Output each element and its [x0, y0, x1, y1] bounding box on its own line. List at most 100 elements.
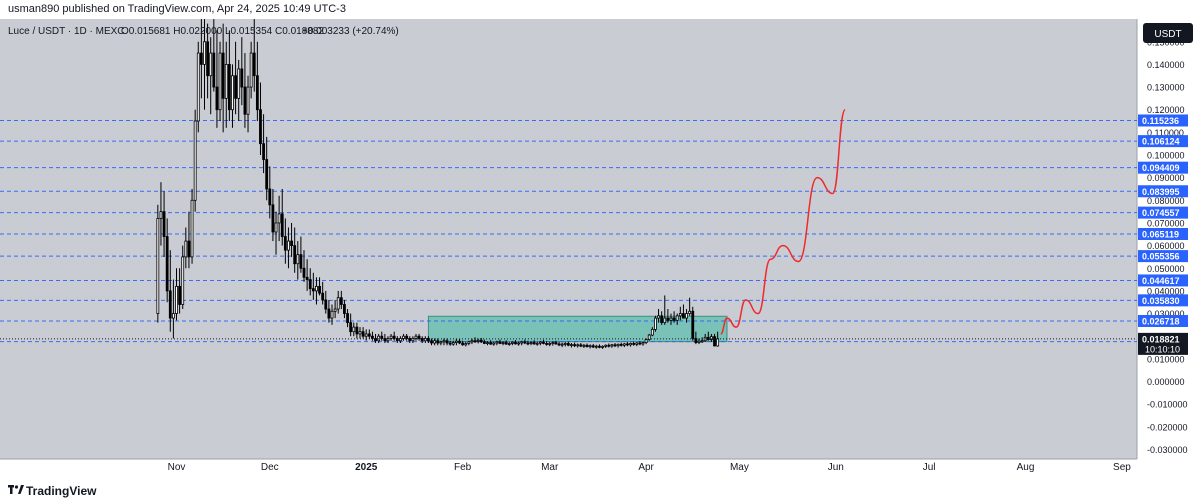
candle-body — [551, 342, 555, 344]
candle-body — [610, 344, 614, 347]
candle — [538, 340, 542, 346]
candle-body — [510, 341, 514, 344]
candle-body — [498, 341, 502, 344]
candle — [333, 299, 337, 319]
candle-body — [716, 338, 720, 347]
candle — [622, 342, 626, 348]
candle — [352, 322, 356, 337]
candle — [688, 297, 692, 316]
candle — [495, 340, 499, 346]
candle — [171, 279, 175, 339]
candle-body — [601, 345, 604, 348]
candle-body — [501, 342, 505, 344]
candle — [470, 338, 474, 345]
level-price-tag-label: 0.035830 — [1142, 296, 1180, 306]
candle — [417, 333, 421, 341]
candle — [221, 23, 225, 133]
candle-body — [486, 342, 489, 344]
candle-body — [324, 299, 328, 310]
tradingview-brand[interactable]: TradingView — [26, 484, 97, 498]
accumulation-zone[interactable] — [427, 315, 728, 343]
candle-body — [529, 342, 533, 344]
price-tick-label: 0.060000 — [1147, 241, 1185, 251]
candle-body — [311, 288, 315, 292]
candle-body — [685, 313, 688, 319]
candle — [461, 340, 465, 346]
level-price-tag-label: 0.074557 — [1142, 208, 1180, 218]
candle-body — [470, 340, 474, 343]
level-price-tag[interactable]: 0.065119 — [1138, 228, 1188, 241]
price-tick-label: 0.040000 — [1147, 286, 1185, 296]
candle-body — [650, 329, 654, 336]
candle-body — [579, 344, 583, 347]
level-price-tag[interactable]: 0.083995 — [1138, 185, 1188, 198]
projection-path[interactable] — [720, 108, 846, 335]
candle-body — [414, 335, 418, 339]
candle-body — [495, 341, 499, 344]
level-price-tag[interactable]: 0.115236 — [1138, 114, 1188, 127]
candle — [610, 343, 614, 348]
candle — [199, 19, 203, 99]
candle — [504, 340, 508, 345]
candle-body — [181, 256, 185, 305]
candle — [507, 341, 511, 346]
candle-body — [557, 343, 561, 346]
level-price-tag[interactable]: 0.106124 — [1138, 135, 1188, 148]
candle — [632, 341, 636, 346]
level-price-tag-bg — [1138, 135, 1188, 148]
tradingview-logo-icon[interactable] — [8, 484, 24, 496]
candle — [700, 337, 704, 343]
candle — [626, 342, 629, 347]
candle — [641, 341, 645, 346]
candle — [638, 341, 642, 346]
candle — [604, 344, 608, 348]
currency-button[interactable] — [1143, 23, 1193, 43]
candle — [178, 268, 182, 314]
candle — [570, 342, 573, 348]
candle-body — [476, 339, 480, 342]
candle-body — [417, 335, 421, 339]
candle-body — [570, 344, 573, 346]
candle — [395, 336, 399, 343]
level-price-tag[interactable]: 0.044617 — [1138, 274, 1188, 287]
level-price-tag[interactable]: 0.055356 — [1138, 250, 1188, 263]
candle — [535, 341, 539, 346]
legend-symbol[interactable]: Luce / USDT · 1D · MEXC — [8, 26, 125, 37]
level-price-tag[interactable]: 0.074557 — [1138, 206, 1188, 219]
candle-body — [215, 86, 219, 111]
candle — [305, 259, 309, 291]
candle-body — [268, 188, 272, 206]
candle-body — [576, 344, 580, 347]
candle-body — [489, 342, 493, 345]
candle-body — [520, 341, 524, 344]
candle — [227, 30, 231, 122]
time-tick-label: Apr — [638, 462, 654, 473]
candle — [629, 342, 632, 347]
candle-body — [249, 52, 253, 88]
candle — [613, 342, 617, 348]
candle-body — [632, 343, 636, 345]
candle — [510, 341, 514, 346]
candle — [296, 241, 300, 280]
level-price-tag[interactable]: 0.035830 — [1138, 294, 1188, 307]
candle — [467, 340, 471, 346]
candle — [203, 19, 206, 110]
current-price-tag[interactable] — [1138, 332, 1188, 355]
candle-body — [545, 343, 548, 345]
candle-body — [451, 342, 455, 345]
candle — [532, 340, 536, 345]
candle — [252, 19, 256, 92]
candle-body — [538, 341, 542, 344]
candle-body — [439, 341, 443, 344]
candle — [405, 333, 409, 341]
candle — [277, 195, 281, 242]
candle-body — [641, 342, 645, 345]
level-price-tag-bg — [1138, 161, 1188, 174]
level-price-tag[interactable]: 0.094409 — [1138, 161, 1188, 174]
candle-body — [399, 338, 402, 342]
candle-body — [691, 310, 695, 339]
level-price-tag[interactable]: 0.026718 — [1138, 314, 1188, 327]
candle — [367, 329, 371, 339]
candle — [293, 227, 297, 273]
